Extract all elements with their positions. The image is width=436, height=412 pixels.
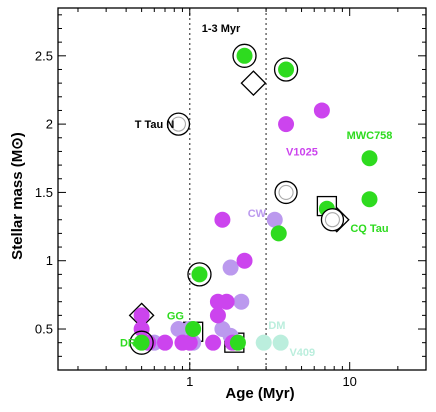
- star-label: CQ Tau: [350, 223, 388, 235]
- age-band-label: 1-3 Myr: [202, 23, 241, 35]
- magenta-data-point: [236, 252, 253, 269]
- lilac-data-point: [222, 259, 239, 276]
- y-axis-title: Stellar mass (M⊙): [9, 132, 26, 260]
- y-tick-label: 1: [46, 253, 53, 268]
- x-axis-title: Age (Myr): [225, 385, 294, 402]
- green-data-point: [229, 334, 246, 351]
- lilac-data-point: [266, 211, 283, 228]
- magenta-data-point: [133, 307, 150, 324]
- double-ring-marker: [274, 180, 298, 205]
- magenta-data-point: [133, 321, 150, 338]
- magenta-data-point: [218, 293, 235, 310]
- magenta-data-point: [205, 334, 222, 351]
- star-label: V409: [289, 347, 315, 359]
- green-data-point: [278, 61, 295, 78]
- double-ring-inner: [170, 116, 187, 132]
- green-data-point: [133, 334, 150, 351]
- star-label: T Tau N: [135, 119, 175, 131]
- green-data-point: [361, 150, 378, 167]
- ring-marker: [187, 262, 212, 287]
- mint-data-point: [255, 334, 272, 351]
- lilac-data-point: [170, 321, 187, 338]
- magenta-data-point: [181, 334, 198, 351]
- magenta-data-point: [209, 307, 226, 324]
- diamond-marker: [240, 70, 267, 97]
- double-ring-inner: [278, 184, 294, 200]
- green-data-point: [185, 321, 202, 338]
- double-ring-marker: [166, 112, 191, 136]
- green-data-point: [270, 225, 287, 242]
- ring-marker: [232, 43, 257, 68]
- magenta-data-point: [214, 211, 231, 228]
- mint-data-point: [272, 334, 289, 351]
- y-tick-label: 0.5: [35, 322, 53, 337]
- green-data-point: [236, 47, 253, 64]
- y-tick-label: 2: [46, 117, 53, 132]
- green-data-point: [191, 266, 208, 283]
- ring-marker: [273, 57, 299, 82]
- lilac-data-point: [233, 293, 250, 310]
- double-ring-marker: [320, 208, 345, 232]
- magenta-data-point: [156, 334, 173, 351]
- star-label: DR: [120, 338, 136, 350]
- x-tick-label: 1: [186, 374, 193, 389]
- plot-frame: [57, 7, 427, 371]
- star-label: DM: [268, 320, 285, 332]
- double-ring-inner: [324, 212, 340, 228]
- star-label: V1025: [286, 146, 318, 158]
- magenta-data-point: [313, 102, 330, 119]
- magenta-data-point: [278, 116, 295, 133]
- star-label: GG: [167, 310, 184, 322]
- ring-marker: [129, 330, 154, 355]
- star-label: CW: [248, 208, 267, 220]
- y-tick-label: 2.5: [35, 48, 53, 63]
- x-tick-label: 10: [342, 374, 356, 389]
- green-data-point: [361, 191, 378, 208]
- y-tick-label: 1.5: [35, 185, 53, 200]
- star-label: MWC758: [347, 130, 393, 142]
